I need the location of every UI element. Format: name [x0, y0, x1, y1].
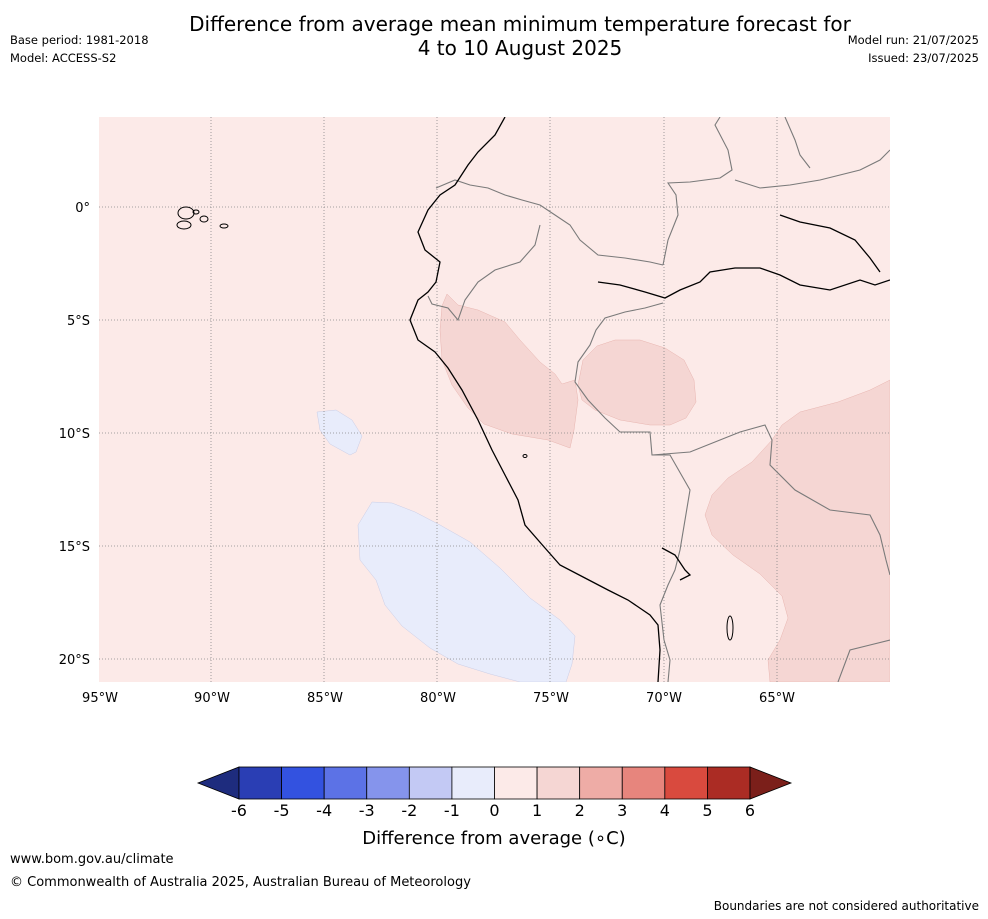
river-negro	[779, 214, 881, 273]
map-title-line2: 4 to 10 August 2025	[417, 36, 623, 60]
lon-label-70w: 70°W	[646, 691, 682, 706]
footer-disclaimer: Boundaries are not considered authoritat…	[713, 899, 979, 913]
river-amazon	[597, 267, 890, 299]
colorbar-swatch	[621, 766, 666, 800]
colorbar	[196, 766, 793, 800]
colorbar-tick-label: 0	[489, 801, 500, 820]
border-venezuela-colombia	[784, 117, 811, 169]
footer-url: www.bom.gov.au/climate	[10, 852, 174, 867]
colorbar-swatch	[366, 766, 410, 800]
graticule	[99, 117, 890, 682]
lon-labels: 95°W 90°W 85°W 80°W 75°W 70°W 65°W	[82, 691, 795, 706]
galapagos-floreana	[176, 220, 192, 230]
lon-label-85w: 85°W	[307, 691, 343, 706]
anomaly-region-peru-andes	[439, 293, 579, 449]
border-ecuador-peru	[427, 224, 541, 322]
galapagos-isabela	[177, 206, 195, 220]
border-colombia-brazil	[662, 117, 733, 266]
border-bolivia-paraguay	[837, 639, 890, 682]
colorbar-tick-label: -3	[358, 801, 375, 820]
colorbar-swatch	[579, 766, 623, 800]
border-peru-brazil	[574, 302, 691, 641]
colorbar-tick-label: 2	[574, 801, 585, 820]
colorbar-tick-label: -6	[231, 801, 247, 820]
colorbar-swatch	[664, 766, 708, 800]
model-run: Model run: 21/07/2025	[847, 33, 979, 47]
colorbar-tick-label: -5	[273, 801, 290, 820]
colorbar-swatch	[238, 766, 282, 800]
lake-poopo	[726, 615, 734, 641]
galapagos-santa-cruz	[199, 215, 209, 223]
issued-date: Issued: 23/07/2025	[868, 51, 979, 65]
anomaly-region-bolivia	[704, 379, 890, 682]
colorbar-tick-label: -2	[401, 801, 418, 820]
lon-label-75w: 75°W	[533, 691, 569, 706]
colorbar-ticks: -6 -5 -4 -3 -2 -1 0 1 2 3 4 5 6	[0, 801, 988, 821]
border-bolivia-chile	[663, 639, 671, 682]
islands	[176, 206, 734, 641]
lon-label-90w: 90°W	[194, 691, 230, 706]
colorbar-swatch	[707, 766, 751, 800]
border-venezuela-brazil	[734, 149, 890, 189]
galapagos-san-cristobal	[219, 223, 229, 229]
country-borders	[427, 117, 890, 682]
coastline-pacific-south-america	[409, 117, 661, 682]
lat-label-10s: 10°S	[59, 427, 90, 442]
colorbar-tick-label: 3	[617, 801, 628, 820]
lat-label-0: 0°	[75, 201, 90, 216]
meta-right: Model run: 21/07/2025 Issued: 23/07/2025	[848, 31, 979, 67]
colorbar-extend-high	[749, 766, 793, 800]
colorbar-tick-label: 4	[659, 801, 670, 820]
galapagos-santiago	[192, 209, 200, 215]
colorbar-tick-label: 1	[531, 801, 543, 820]
colorbar-swatch	[408, 766, 453, 800]
colorbar-swatch	[323, 766, 368, 800]
colorbar-tick-label: 5	[702, 801, 713, 820]
map-title-line1: Difference from average mean minimum tem…	[189, 12, 851, 36]
lat-label-20s: 20°S	[59, 653, 90, 668]
map-title: Difference from average mean minimum tem…	[0, 12, 988, 60]
lon-label-80w: 80°W	[420, 691, 456, 706]
meta-left: Base period: 1981-2018 Model: ACCESS-S2	[10, 31, 149, 67]
border-brazil-bolivia	[651, 424, 890, 576]
lon-label-65w: 65°W	[759, 691, 795, 706]
colorbar-extend-low	[196, 766, 240, 800]
anomaly-region-pacific-small	[316, 409, 363, 456]
islet-peru	[522, 454, 528, 458]
lon-label-95w: 95°W	[82, 691, 118, 706]
footer-copyright: © Commonwealth of Australia 2025, Austra…	[10, 875, 471, 890]
coastlines	[409, 117, 890, 682]
colorbar-tick-label: -4	[316, 801, 333, 820]
colorbar-tick-label: 6	[744, 801, 756, 820]
lake-titicaca	[661, 547, 692, 581]
lat-labels: 0° 5°S 10°S 15°S 20°S	[59, 201, 90, 668]
base-period: Base period: 1981-2018	[10, 33, 149, 47]
model-name: Model: ACCESS-S2	[10, 51, 117, 65]
colorbar-swatch	[536, 766, 581, 800]
anomaly-region-amazon	[577, 339, 697, 426]
colorbar-label: Difference from average (∘C)	[362, 828, 626, 849]
anomaly-layer	[316, 293, 890, 682]
anomaly-region-pacific-large	[357, 501, 576, 682]
lat-label-15s: 15°S	[59, 540, 90, 555]
border-colombia-ecuador	[435, 179, 664, 266]
lat-label-5s: 5°S	[67, 314, 90, 329]
colorbar-tick-label: -1	[443, 801, 460, 820]
colorbar-swatch	[494, 766, 538, 800]
colorbar-swatch	[281, 766, 325, 800]
colorbar-swatch	[451, 766, 495, 800]
